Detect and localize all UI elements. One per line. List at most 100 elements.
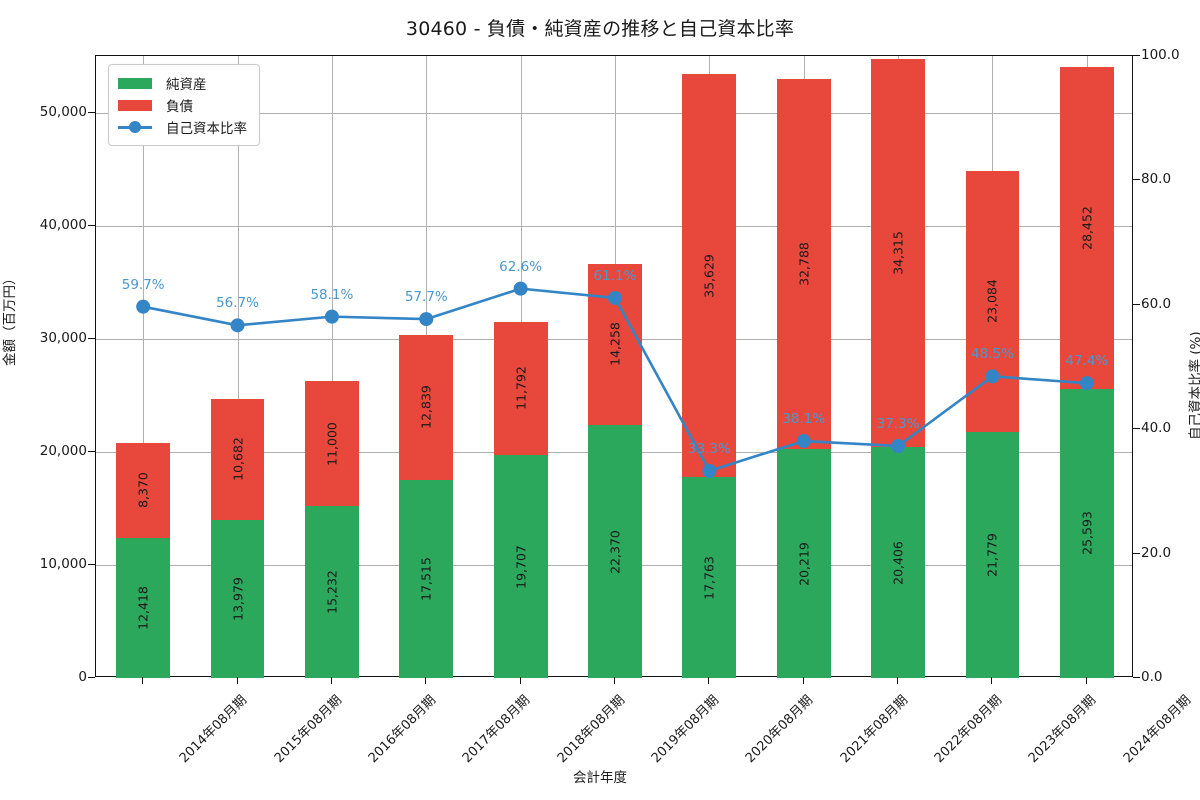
bar-value-label: 23,084 [984,279,1000,324]
bar-segment-net-assets: 19,707 [493,455,548,678]
y-axis-right-tick: 80.0 [1141,171,1172,188]
x-axis-tick-label: 2016年08月期 [365,692,439,767]
bar-segment-liabilities: 12,839 [399,334,454,480]
bar-segment-net-assets: 21,779 [965,431,1020,678]
y-axis-left-tick: 0 [78,669,87,685]
bar-value-label: 22,370 [607,529,623,574]
gridline-horizontal [96,112,1132,114]
x-axis-tick-label: 2021年08月期 [837,692,911,767]
bar-segment-liabilities: 35,629 [682,74,737,478]
x-axis-label: 会計年度 [573,770,627,786]
bar-segment-net-assets: 25,593 [1059,388,1114,678]
x-axis-tick-label: 2017年08月期 [460,692,534,767]
bar-value-label: 19,707 [513,544,529,589]
y-axis-left-tick: 30,000 [39,329,87,346]
legend-label-liabilities: 負債 [166,99,193,115]
y-axis-right-tick-mark [1133,55,1140,56]
bar-value-label: 11,792 [513,366,529,411]
x-axis-tick-mark [614,677,615,684]
x-axis-tick-mark [425,677,427,684]
y-axis-right-tick: 60.0 [1141,295,1172,312]
bar-segment-net-assets: 17,763 [682,477,737,678]
bar-segment-net-assets: 20,219 [776,449,831,678]
chart-title: 30460 - 負債・純資産の推移と自己資本比率 [405,18,795,40]
ratio-point-label: 59.7% [121,276,165,293]
x-axis-tick-label: 2019年08月期 [648,692,723,767]
legend-label-net-assets: 純資産 [166,77,207,93]
x-axis-tick-mark [142,677,144,684]
ratio-point-label: 61.1% [593,267,637,284]
x-axis-tick-mark [519,677,521,684]
legend-item-liabilities[interactable]: 負債 [118,94,247,116]
legend-item-equity-ratio[interactable]: 自己資本比率 [118,116,247,138]
bar-segment-net-assets: 20,406 [871,447,925,678]
y-axis-left-tick-mark [88,563,95,565]
ratio-point-label: 58.1% [310,286,354,303]
bar-segment-net-assets: 13,979 [210,519,265,678]
x-axis-tick-label: 2022年08月期 [931,692,1006,767]
x-axis-tick-label: 2023年08月期 [1026,692,1100,767]
x-axis-tick-label: 2015年08月期 [271,692,345,767]
x-axis-tick-label: 2014年08月期 [176,692,251,767]
y-axis-right-tick-mark [1133,428,1140,430]
bar-segment-net-assets: 22,370 [588,425,642,678]
y-axis-left-tick-mark [88,450,95,452]
bar-value-label: 11,000 [324,421,340,466]
y-axis-right-tick-mark [1133,552,1140,554]
bar-segment-liabilities: 34,315 [871,59,925,448]
bar-segment-net-assets: 12,418 [116,537,171,678]
bar-segment-liabilities: 11,792 [493,321,548,456]
x-axis-tick-mark [330,677,332,684]
bar-value-label: 12,418 [135,585,151,630]
y-axis-right-label: 自己資本比率 (%) [1188,331,1200,440]
bar-value-label: 17,515 [418,557,434,601]
y-axis-right-tick-mark [1133,179,1140,181]
y-axis-right-tick-mark [1133,303,1140,305]
ratio-point-label: 47.4% [1065,353,1109,370]
y-axis-left-tick-mark [88,111,95,113]
legend-item-net-assets[interactable]: 純資産 [118,72,247,94]
bar-value-label: 28,452 [1079,205,1095,250]
bar-value-label: 35,629 [701,253,717,298]
bar-value-label: 10,682 [230,437,246,482]
bar-value-label: 14,258 [607,322,623,367]
y-axis-left-label: 金額（百万円） [2,271,18,367]
x-axis-tick-mark [236,677,238,684]
ratio-point-label: 38.1% [782,411,826,428]
legend-label-equity-ratio: 自己資本比率 [166,121,247,137]
ratio-point-label: 48.5% [971,346,1014,363]
bar-value-label: 12,839 [418,385,434,430]
bar-segment-liabilities: 28,452 [1059,66,1114,389]
y-axis-right-tick: 100.0 [1141,47,1180,63]
plot-area: 12,418 8,370 13,979 10,682 15,232 11,000 17,51… [95,55,1133,678]
chart-legend[interactable]: 純資産 負債 自己資本比率 [108,64,260,146]
bar-segment-liabilities: 23,084 [965,170,1020,432]
bar-segment-net-assets: 17,515 [399,479,454,678]
x-axis-tick-label: 2018年08月期 [554,692,628,767]
x-axis-tick-label: 2024年08月期 [1120,692,1194,767]
x-axis-tick-label: 2020年08月期 [743,692,817,767]
bar-value-label: 8,370 [135,472,151,509]
bar-segment-liabilities: 32,788 [776,78,831,450]
bar-segment-liabilities: 8,370 [116,442,171,538]
y-axis-right-tick: 0.0 [1141,669,1163,685]
bar-value-label: 20,219 [796,541,812,586]
ratio-point-label: 33.3% [687,440,731,457]
bar-segment-net-assets: 15,232 [305,505,359,678]
x-axis-tick-mark [1085,677,1087,684]
y-axis-right-tick-mark [1133,677,1140,678]
x-axis-tick-mark [897,677,899,684]
gridline-horizontal [96,225,1132,227]
x-axis-tick-mark [708,677,710,684]
y-axis-left-tick: 40,000 [39,216,87,233]
bar-value-label: 34,315 [890,231,906,276]
bar-value-label: 21,779 [984,532,1000,577]
y-axis-left-tick-mark [88,677,95,678]
ratio-point-label: 57.7% [404,289,448,306]
legend-line-marker-icon [118,120,152,134]
bar-value-label: 20,406 [890,540,906,585]
y-axis-right-tick: 40.0 [1141,420,1172,437]
y-axis-left-tick: 20,000 [39,442,87,459]
y-axis-right-tick: 20.0 [1141,544,1172,561]
